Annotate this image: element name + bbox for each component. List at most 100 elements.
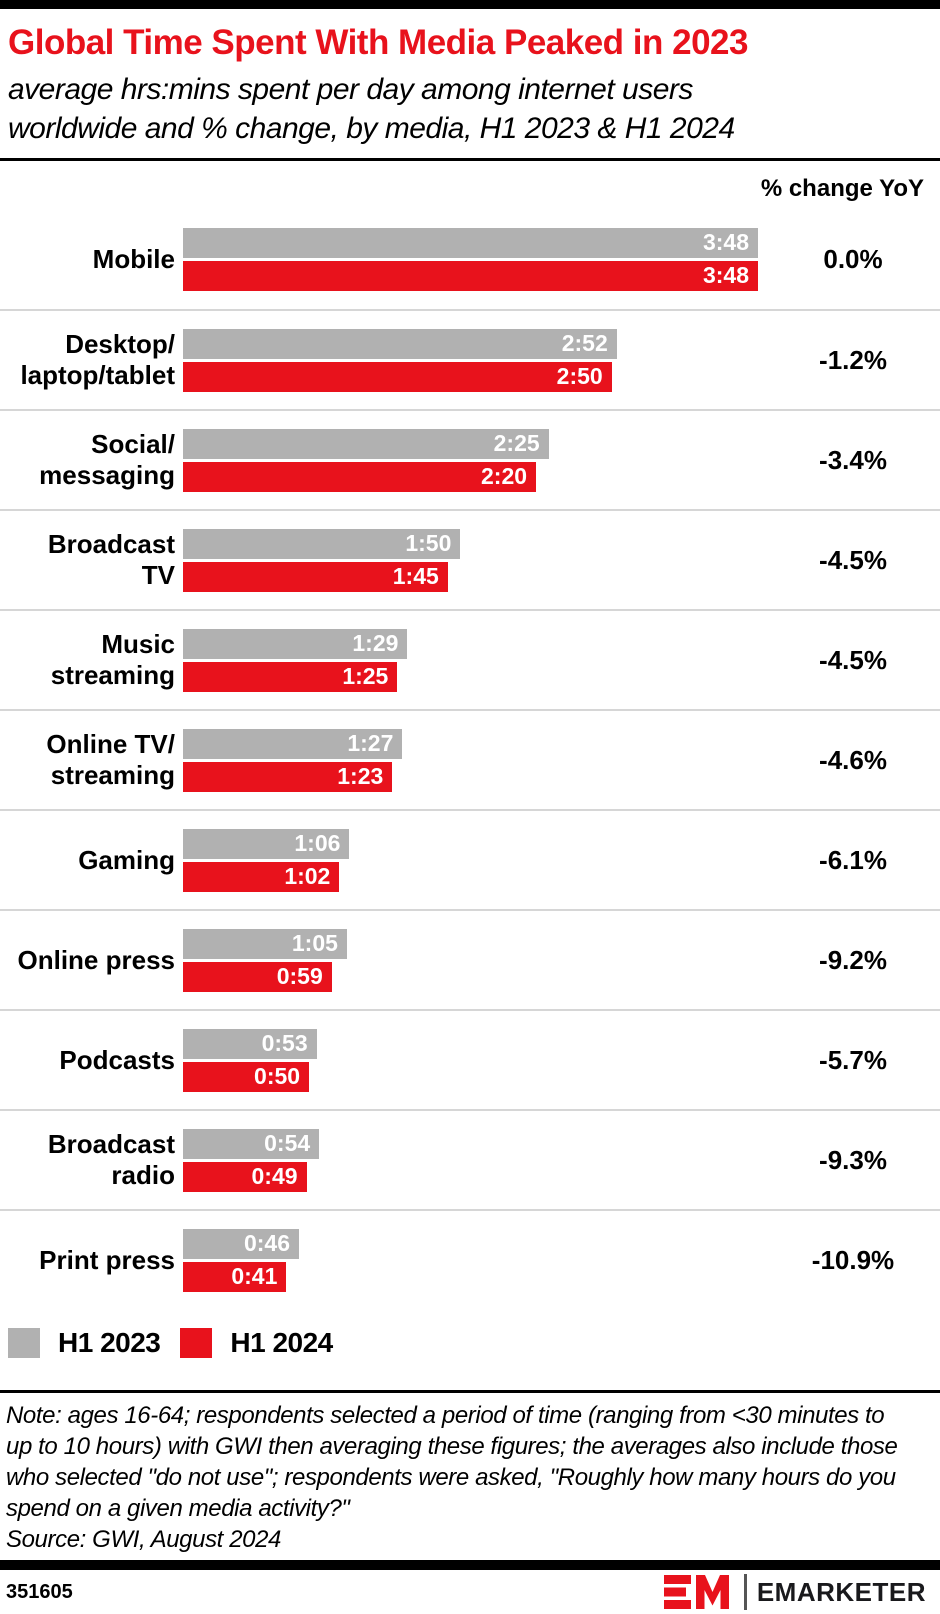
bar-pair: 2:25 2:20 (183, 428, 758, 492)
pct-change-value: -9.2% (819, 944, 887, 975)
bar-value-h1-2024: 1:02 (284, 863, 331, 889)
bar-pair: 3:48 3:48 (183, 227, 758, 291)
row-label: Mobile (92, 243, 175, 274)
bar-h1-2024: 2:20 (183, 461, 537, 492)
chart-row: Mobile 3:48 3:48 0.0% (0, 209, 940, 309)
chart-row: Broadcast radio 0:54 0:49 -9.3% (0, 1109, 940, 1209)
bar-h1-2023: 1:05 (183, 928, 347, 959)
pct-change-value: -1.2% (819, 344, 887, 375)
bar-h1-2024: 3:48 (183, 260, 758, 291)
bar-value-h1-2024: 1:23 (337, 763, 384, 789)
legend-swatch (8, 1328, 40, 1358)
chart-title: Global Time Spent With Media Peaked in 2… (8, 23, 748, 62)
source: Source: GWI, August 2024 (6, 1526, 281, 1553)
bar-h1-2024: 0:50 (183, 1061, 310, 1092)
bar-h1-2023: 1:06 (183, 828, 350, 859)
row-label: Gaming (78, 844, 175, 875)
emarketer-logo-text: EMARKETER (756, 1576, 926, 1607)
bar-h1-2023: 0:53 (183, 1028, 317, 1059)
bar-value-h1-2023: 3:48 (702, 229, 749, 255)
chart-row: Broadcast TV 1:50 1:45 -4.5% (0, 509, 940, 609)
bar-pair: 1:50 1:45 (183, 528, 758, 592)
bar-value-h1-2023: 2:25 (493, 430, 540, 456)
bar-value-h1-2024: 0:59 (276, 963, 323, 989)
bar-value-h1-2024: 0:41 (231, 1263, 278, 1289)
header-rule (0, 158, 940, 161)
bar-h1-2024: 2:50 (183, 361, 612, 392)
pct-change-value: 0.0% (823, 243, 883, 274)
pct-change-column-header: % change YoY (760, 175, 924, 202)
bar-value-h1-2023: 0:46 (243, 1230, 290, 1256)
legend-swatch (180, 1328, 213, 1358)
bar-value-h1-2024: 3:48 (702, 262, 749, 288)
legend-label: H1 2024 (230, 1327, 333, 1358)
legend-label: H1 2023 (58, 1327, 161, 1358)
pct-change-value: -4.5% (819, 544, 887, 575)
emarketer-logo-mark (663, 1575, 729, 1609)
bar-value-h1-2023: 1:05 (291, 930, 338, 956)
bar-pair: 1:06 1:02 (183, 828, 758, 892)
chart-subtitle: average hrs:mins spent per day among int… (8, 73, 735, 145)
bar-value-h1-2023: 1:29 (352, 630, 399, 656)
chart-row: Desktop/laptop/tablet 2:52 2:50 -1.2% (0, 309, 940, 409)
bar-value-h1-2023: 1:06 (294, 830, 341, 856)
bar-pair: 1:29 1:25 (183, 628, 758, 692)
chart-rows: Mobile 3:48 3:48 0.0% Desktop/laptop/tab… (0, 209, 940, 1309)
legend-item: H1 2024 (180, 1327, 333, 1359)
note-rule (0, 1390, 940, 1393)
chart-row: Print press 0:46 0:41 -10.9% (0, 1209, 940, 1309)
bar-pair: 0:54 0:49 (183, 1128, 758, 1192)
bar-value-h1-2023: 0:54 (264, 1130, 311, 1156)
pct-change-value: -3.4% (819, 444, 887, 475)
pct-change-value: -4.5% (819, 644, 887, 675)
row-label: Online press (17, 944, 176, 975)
pct-change-value: -4.6% (819, 744, 887, 775)
bar-pair: 0:53 0:50 (183, 1028, 758, 1092)
legend: H1 2023 H1 2024 (8, 1327, 940, 1359)
bar-value-h1-2024: 1:25 (342, 663, 389, 689)
chart-row: Social/messaging 2:25 2:20 -3.4% (0, 409, 940, 509)
bar-h1-2023: 1:27 (183, 728, 403, 759)
bar-h1-2024: 1:25 (183, 661, 398, 692)
bar-value-h1-2023: 1:27 (347, 730, 394, 756)
bar-value-h1-2024: 0:50 (254, 1063, 301, 1089)
bar-h1-2023: 2:25 (183, 428, 549, 459)
bar-h1-2023: 0:46 (183, 1228, 299, 1259)
chart-row: Online press 1:05 0:59 -9.2% (0, 909, 940, 1009)
bar-h1-2023: 1:50 (183, 528, 461, 559)
bar-value-h1-2023: 2:52 (561, 330, 608, 356)
bar-h1-2023: 2:52 (183, 328, 617, 359)
bar-value-h1-2024: 1:45 (392, 563, 439, 589)
logo-divider (743, 1574, 747, 1610)
bar-pair: 1:27 1:23 (183, 728, 758, 792)
bar-h1-2024: 1:45 (183, 561, 448, 592)
bar-h1-2024: 0:41 (183, 1261, 287, 1292)
bar-pair: 1:05 0:59 (183, 928, 758, 992)
bar-pair: 2:52 2:50 (183, 328, 758, 392)
bar-value-h1-2024: 2:50 (556, 363, 603, 389)
row-label: Broadcast radio (47, 1129, 175, 1190)
chart-header: Global Time Spent With Media Peaked in 2… (0, 9, 940, 158)
pct-change-value: -6.1% (819, 844, 887, 875)
chart-row: Music streaming 1:29 1:25 -4.5% (0, 609, 940, 709)
bar-pair: 0:46 0:41 (183, 1228, 758, 1292)
pct-change-value: -10.9% (811, 1244, 895, 1275)
row-label: Online TV/streaming (46, 729, 175, 790)
legend-item: H1 2023 (8, 1327, 161, 1359)
bar-value-h1-2024: 0:49 (251, 1163, 298, 1189)
row-label: Broadcast TV (47, 529, 175, 590)
chart-id: 351605 (6, 1580, 73, 1603)
row-label: Social/messaging (39, 429, 175, 490)
row-label: Desktop/laptop/tablet (20, 329, 175, 390)
bar-value-h1-2023: 1:50 (405, 530, 452, 556)
row-label: Podcasts (59, 1044, 175, 1075)
chart-row: Gaming 1:06 1:02 -6.1% (0, 809, 940, 909)
bar-h1-2023: 0:54 (183, 1128, 320, 1159)
row-label: Print press (39, 1244, 175, 1275)
bar-h1-2024: 0:59 (183, 961, 332, 992)
footer: 351605 EMARKETER (0, 1570, 940, 1614)
bar-h1-2024: 0:49 (183, 1161, 307, 1192)
bar-value-h1-2023: 0:53 (261, 1030, 308, 1056)
bar-h1-2023: 1:29 (183, 628, 408, 659)
